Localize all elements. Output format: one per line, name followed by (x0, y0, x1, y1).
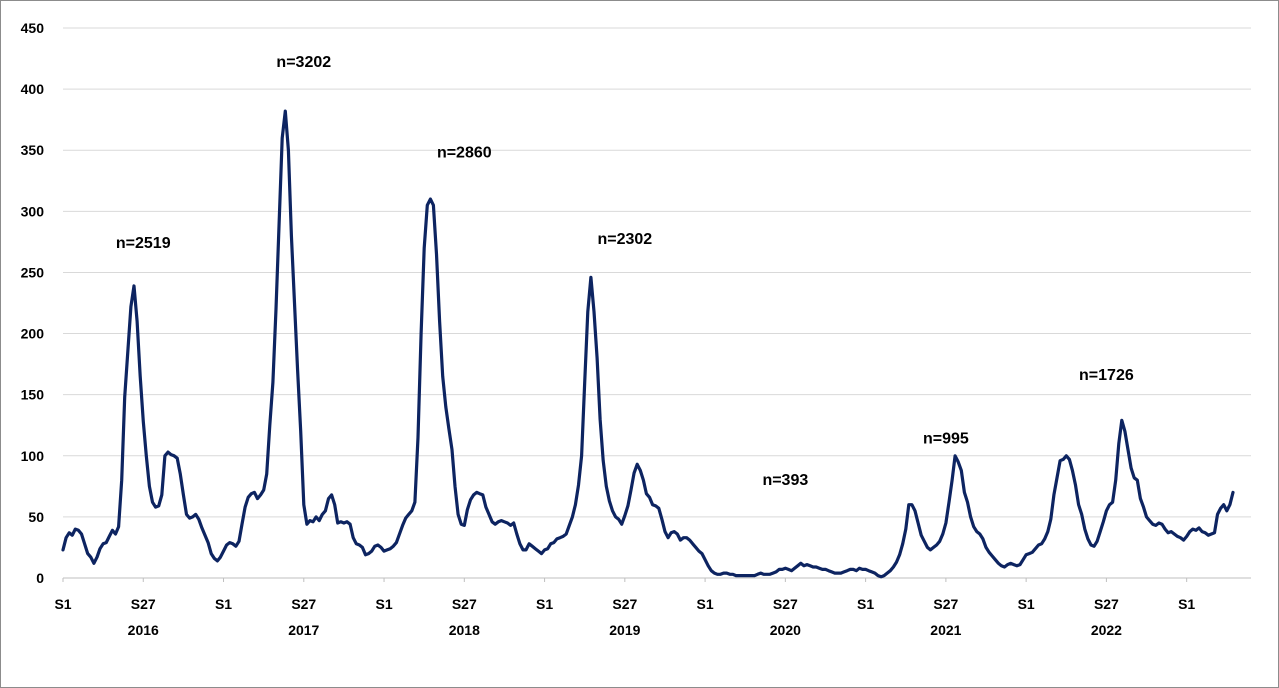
x-tick-label-week: S27 (131, 596, 156, 612)
y-tick-label: 300 (21, 203, 45, 219)
x-tick-label-week: S27 (933, 596, 958, 612)
y-tick-label: 250 (21, 264, 45, 280)
annotation-label: n=393 (762, 472, 808, 489)
x-tick-label-year: 2022 (1091, 622, 1122, 638)
x-tick-label-week: S27 (452, 596, 477, 612)
x-axis: S1 S27 2016 S1 S27 2017 S1 S27 2018 S1 S27 2019 S1 S2… (54, 577, 1251, 638)
x-tick-label-year: 2021 (930, 622, 961, 638)
x-tick-label-week: S1 (697, 596, 714, 612)
x-tick-label-week: S27 (612, 596, 637, 612)
y-tick-label: 150 (21, 387, 45, 403)
annotation-label: n=995 (923, 430, 969, 447)
y-tick-label: 400 (21, 81, 45, 97)
x-tick-label-week: S27 (1094, 596, 1119, 612)
x-tick-label-week: S1 (54, 596, 71, 612)
annotations-layer: n=2519 n=3202 n=2860 n=2302 n=393 n=995 n=1726 (116, 54, 1134, 489)
y-tick-label: 450 (21, 20, 45, 36)
gridlines (63, 27, 1251, 518)
x-tick-label-week: S27 (773, 596, 798, 612)
x-tick-label-week: S1 (1178, 596, 1195, 612)
y-tick-label: 100 (21, 448, 45, 464)
series-layer (61, 109, 1235, 579)
y-tick-label: 0 (36, 570, 44, 586)
x-tick-label-year: 2019 (609, 622, 640, 638)
x-tick-label-year: 2016 (128, 622, 159, 638)
x-tick-label-year: 2020 (770, 622, 801, 638)
series-line (61, 109, 1235, 579)
annotation-label: n=1726 (1079, 367, 1134, 384)
x-tick-label-week: S27 (291, 596, 316, 612)
y-axis: 0 50 100 150 200 250 300 350 400 450 (21, 20, 45, 586)
x-tick-label-year: 2017 (288, 622, 319, 638)
x-tick-label-week: S1 (857, 596, 874, 612)
x-tick-label-week: S1 (536, 596, 553, 612)
annotation-label: n=3202 (276, 54, 331, 71)
y-tick-label: 200 (21, 326, 45, 342)
x-tick-label-week: S1 (1018, 596, 1035, 612)
x-tick-label-year: 2018 (449, 622, 480, 638)
y-tick-label: 50 (28, 509, 44, 525)
annotation-label: n=2519 (116, 235, 171, 252)
x-tick-label-week: S1 (215, 596, 232, 612)
x-tick-label-week: S1 (375, 596, 392, 612)
y-tick-label: 350 (21, 142, 45, 158)
annotation-label: n=2860 (437, 144, 492, 161)
annotation-label: n=2302 (597, 231, 652, 248)
